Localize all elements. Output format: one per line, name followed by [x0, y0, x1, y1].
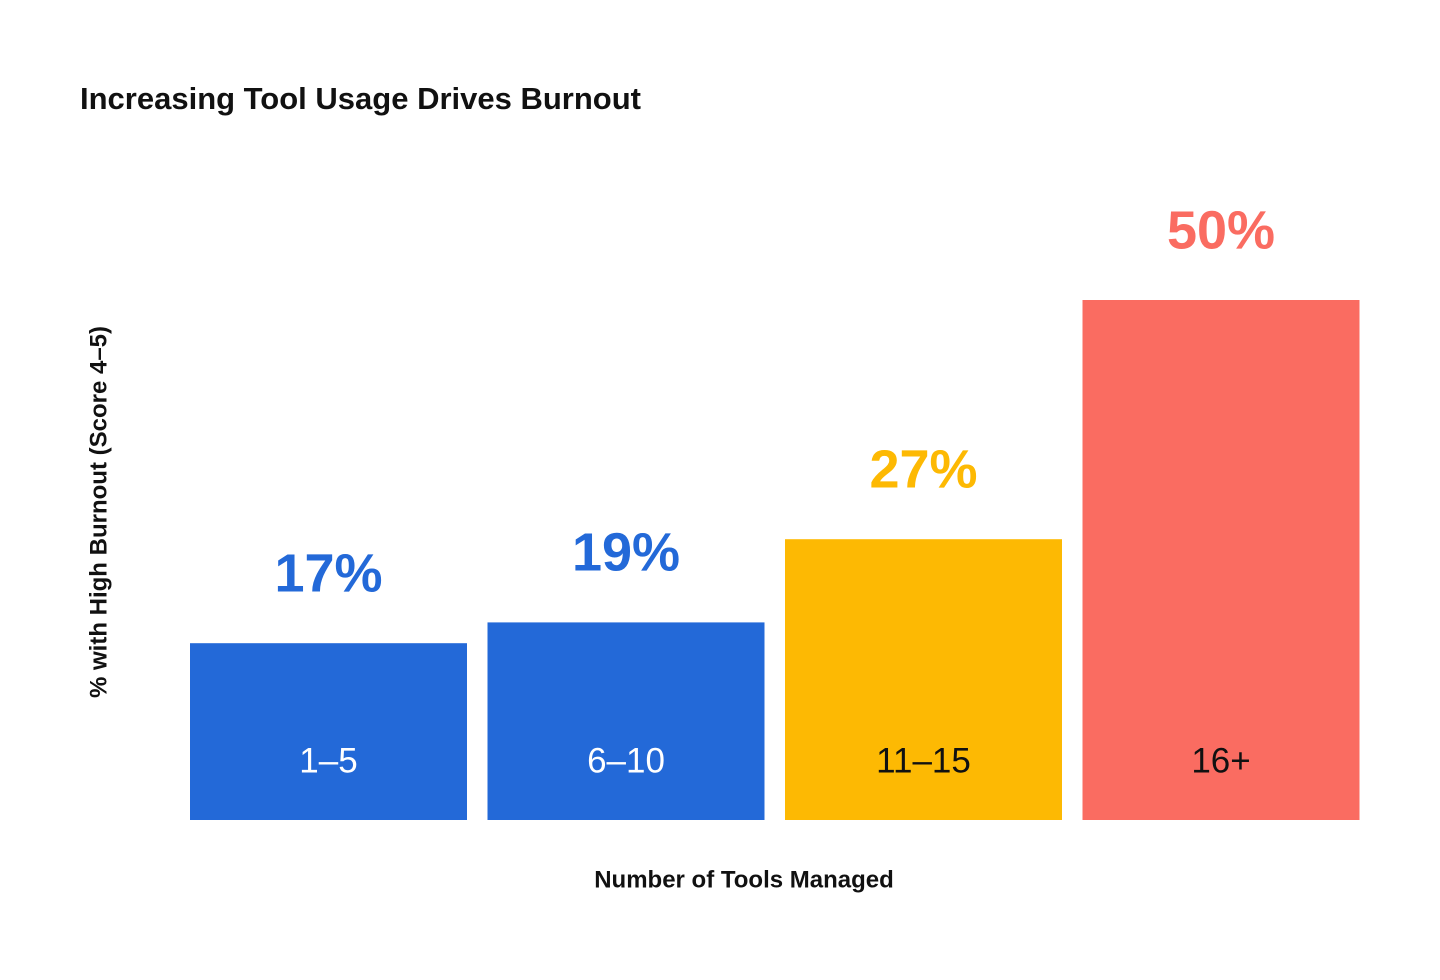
value-label: 27%: [869, 439, 977, 499]
bar: [487, 622, 765, 820]
bar: [190, 643, 467, 820]
category-label: 11–15: [876, 741, 971, 780]
category-label: 6–10: [587, 741, 665, 780]
category-label: 16+: [1191, 741, 1250, 780]
x-axis-label: Number of Tools Managed: [594, 866, 894, 893]
chart-title: Increasing Tool Usage Drives Burnout: [80, 81, 641, 116]
category-label: 1–5: [299, 741, 357, 780]
value-label: 17%: [274, 543, 382, 603]
y-axis-label: % with High Burnout (Score 4–5): [85, 326, 112, 698]
value-label: 50%: [1167, 200, 1275, 260]
bar: [1082, 300, 1360, 820]
bar: [785, 539, 1062, 820]
value-label: 19%: [572, 523, 680, 583]
